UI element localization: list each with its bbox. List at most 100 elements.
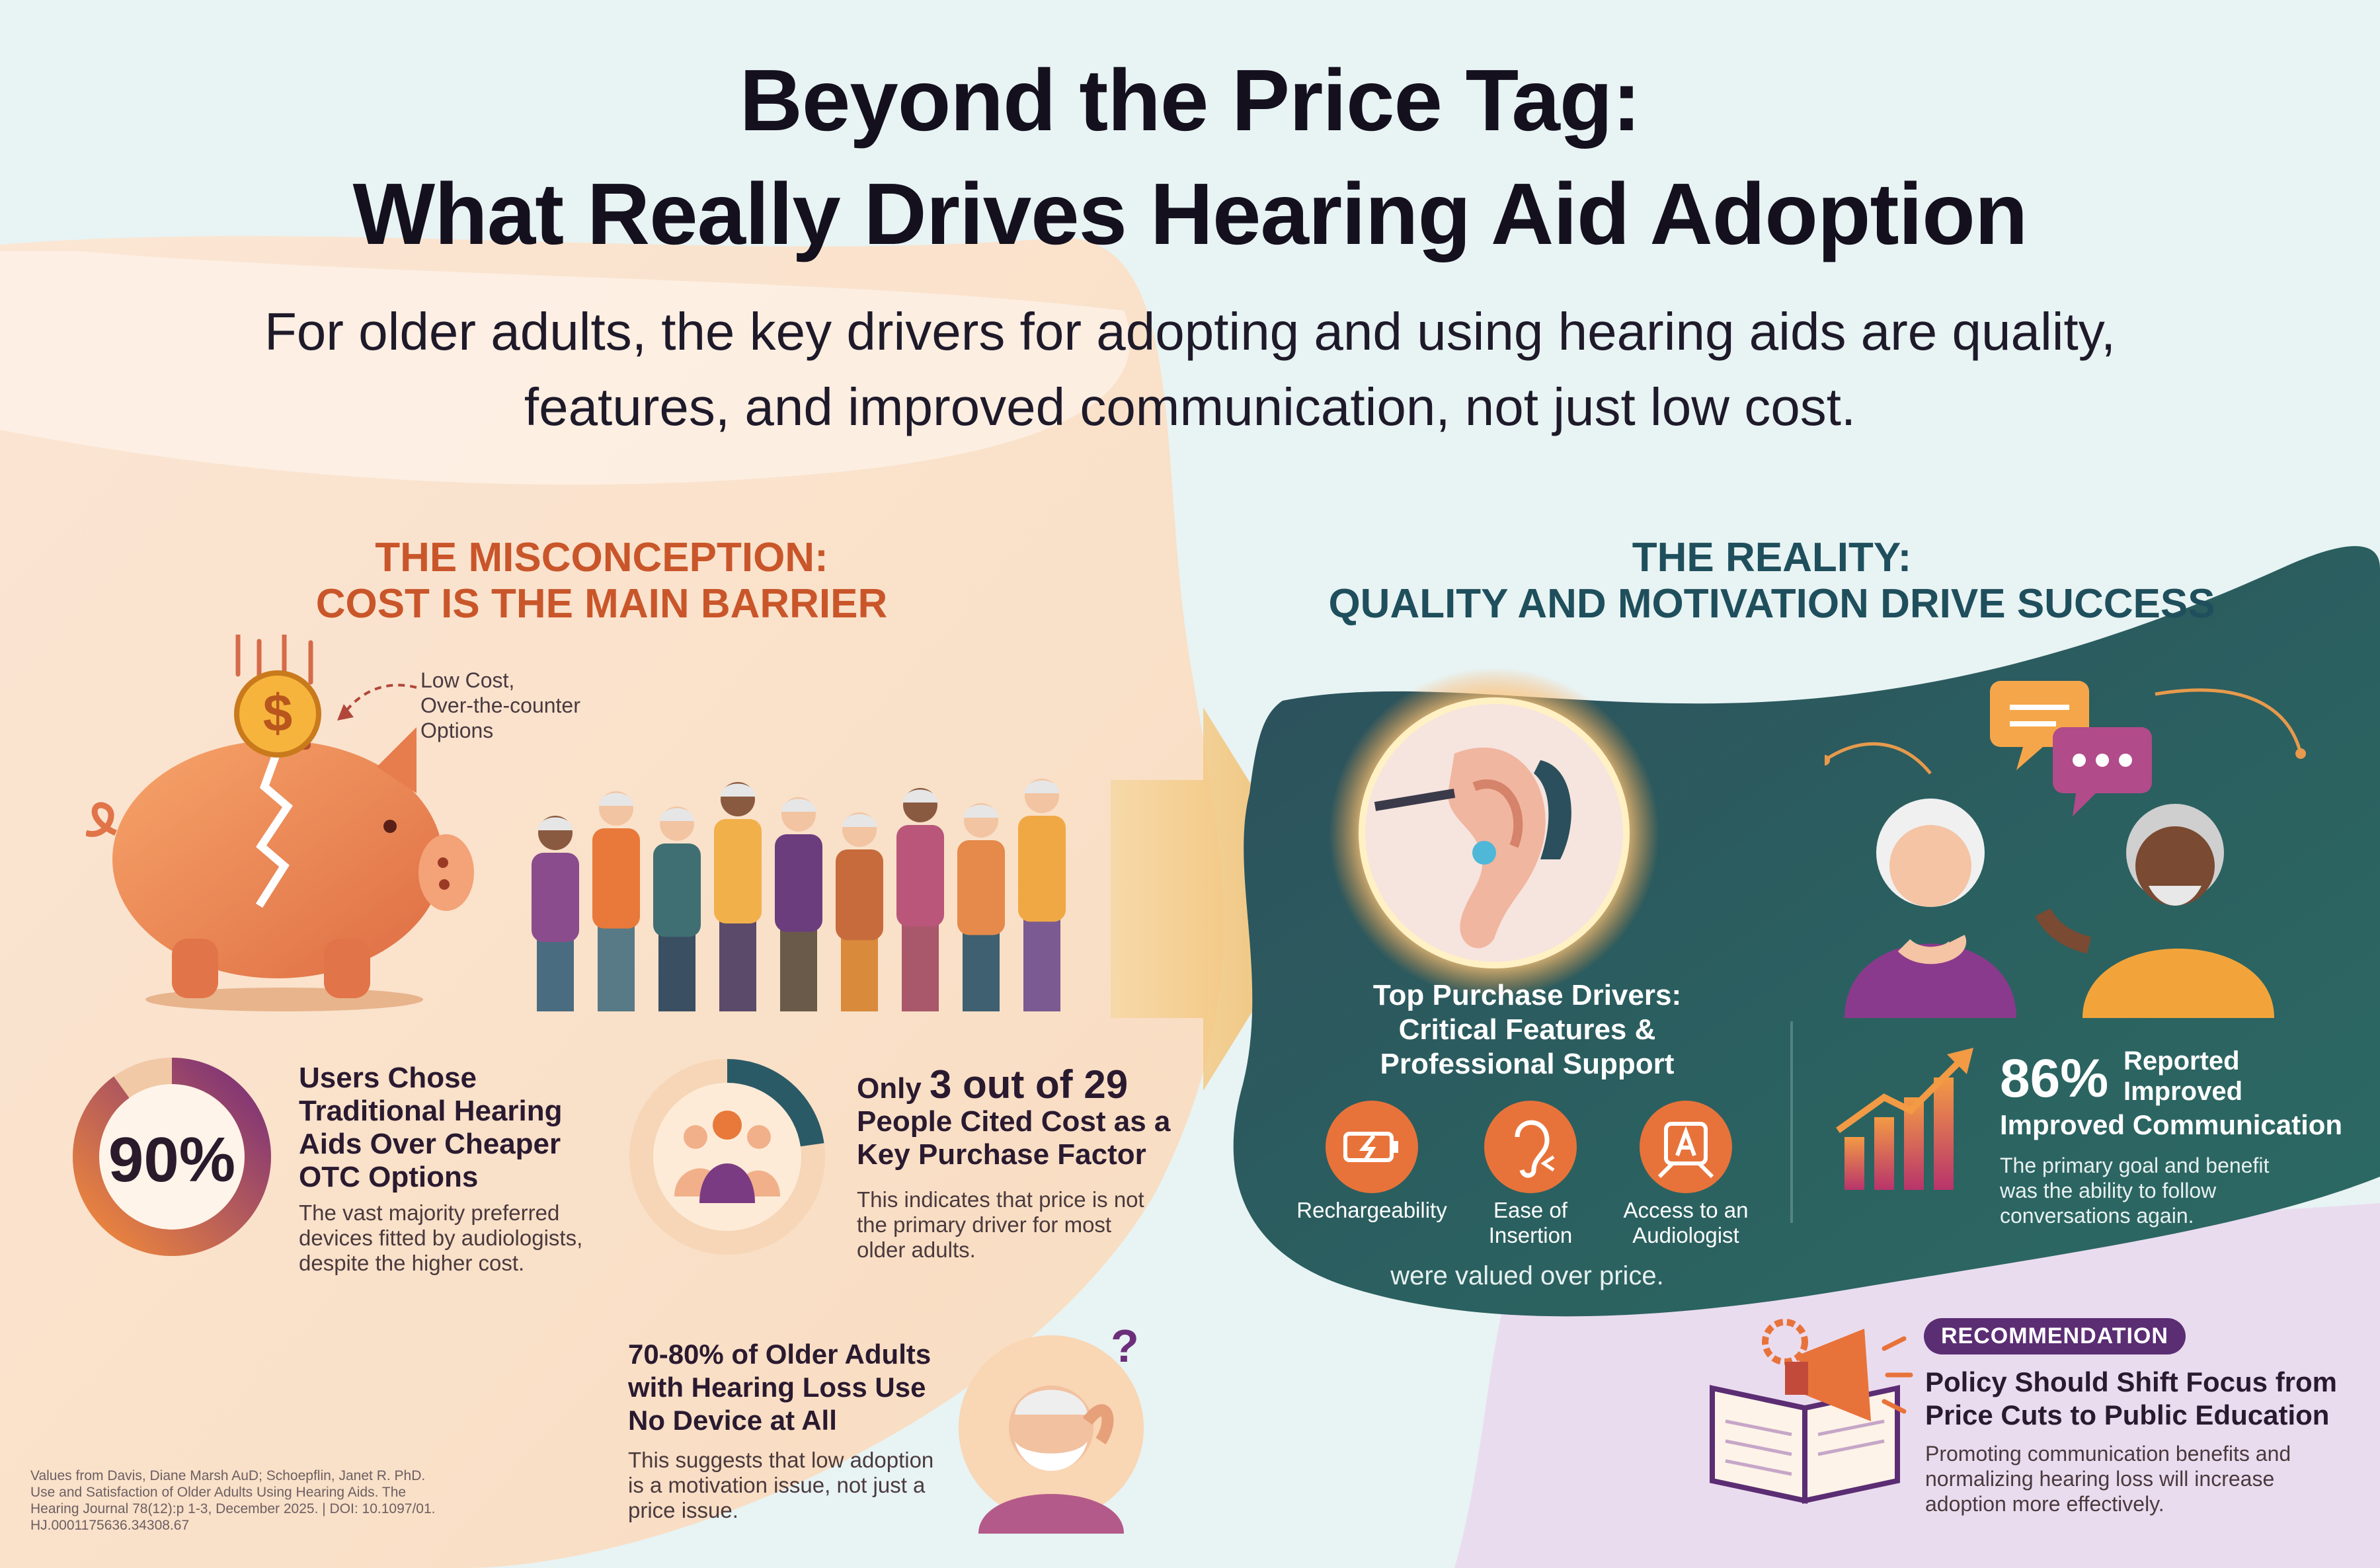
older-adult-figure <box>896 788 944 1011</box>
stat-90-heading-line-4: OTC Options <box>299 1161 479 1193</box>
question-mark-icon: ? <box>1111 1320 1139 1372</box>
hearing-aid-ear-illustration <box>1329 668 1659 998</box>
older-adult-figure <box>592 791 640 1011</box>
recommendation-description: Promoting communication benefits and nor… <box>1925 1441 2361 1516</box>
audiologist-icon <box>1640 1101 1732 1193</box>
confused-older-man-illustration: ? <box>959 1320 1144 1534</box>
stat-3of29-value: 3 out of 29 <box>930 1062 1129 1107</box>
driver-label-2-line-2: Insertion <box>1488 1223 1573 1247</box>
older-adults-group-illustration <box>532 779 1066 1011</box>
stat-no-device-heading-line-2: with Hearing Loss Use <box>628 1372 926 1403</box>
recommendation-heading-line-1: Policy Should Shift Focus from <box>1925 1366 2338 1397</box>
stat-no-device-desc-line-2: is a motivation issue, not just a <box>628 1473 926 1497</box>
dashed-pointer-arrow <box>337 684 417 721</box>
stat-3of29-heading-line-1: Only 3 out of 29 <box>857 1065 1227 1105</box>
couple-conversation-illustration <box>1825 681 2306 1018</box>
stat-86-desc-line-1: The primary goal and benefit <box>2000 1154 2270 1177</box>
stat-86-label-line-1: Reported <box>2123 1046 2240 1076</box>
drivers-footer: were valued over price. <box>1390 1261 1664 1290</box>
stat-no-device-desc-line-1: This suggests that low adoption <box>628 1448 934 1472</box>
recommendation-desc-line-3: adoption more effectively. <box>1925 1492 2164 1516</box>
driver-label-3-line-1: Access to an <box>1623 1198 1749 1222</box>
ninety-percent-ring <box>73 1058 271 1256</box>
driver-label-audiologist: Access to an Audiologist <box>1590 1198 1782 1248</box>
annotation-line-3: Options <box>420 719 494 742</box>
drivers-title: Top Purchase Drivers: Critical Features … <box>1316 978 1739 1081</box>
recommendation-desc-line-2: normalizing hearing loss will increase <box>1925 1467 2275 1491</box>
stat-no-device-heading: 70-80% of Older Adults with Hearing Loss… <box>628 1338 998 1437</box>
stat-no-device-desc-line-3: price issue. <box>628 1498 738 1522</box>
driver-label-rechargeability: Rechargeability <box>1276 1198 1468 1223</box>
stat-90-value: 90% <box>108 1124 236 1195</box>
recommendation-desc-line-1: Promoting communication benefits and <box>1925 1442 2291 1466</box>
battery-charging-icon <box>1326 1101 1418 1193</box>
source-line-4: HJ.0001175636.34308.67 <box>30 1518 190 1533</box>
driver-label-1-line-1: Rechargeability <box>1296 1198 1447 1222</box>
stat-86-label: Reported Improved <box>2123 1046 2242 1107</box>
subtitle-line-1: For older adults, the key drivers for ad… <box>264 302 2116 361</box>
stat-3of29-description: This indicates that price is not the pri… <box>857 1187 1201 1263</box>
stat-86-desc-line-3: conversations again. <box>2000 1204 2194 1228</box>
subtitle-line-2: features, and improved communication, no… <box>524 377 1856 436</box>
three-of-29-ring <box>629 1059 825 1255</box>
stat-3of29-heading-line-3: Key Purchase Factor <box>857 1138 1146 1171</box>
stat-3of29-desc-line-3: older adults. <box>857 1237 976 1262</box>
stat-90-heading-line-1: Users Chose <box>299 1062 477 1094</box>
piggy-bank-icon: $ <box>86 635 474 1011</box>
older-adult-figure <box>532 816 579 1011</box>
stat-90-heading-line-2: Traditional Hearing <box>299 1095 563 1127</box>
driver-label-ease-of-insertion: Ease of Insertion <box>1435 1198 1626 1248</box>
stat-86-desc-line-2: was the ability to follow <box>2000 1179 2217 1202</box>
source-line-1: Values from Davis, Diane Marsh AuD; Scho… <box>30 1468 426 1483</box>
low-cost-annotation: Low Cost, Over-the-counter Options <box>420 668 592 743</box>
people-group-icon <box>674 1111 780 1203</box>
stat-3of29-desc-line-1: This indicates that price is not <box>857 1187 1144 1212</box>
misconception-heading-2: COST IS THE MAIN BARRIER <box>315 581 888 627</box>
older-adult-figure <box>714 782 762 1011</box>
stat-no-device-heading-line-1: 70-80% of Older Adults <box>628 1339 932 1370</box>
ear-icon <box>1484 1101 1577 1193</box>
recommendation-heading-line-2: Price Cuts to Public Education <box>1925 1399 2330 1431</box>
stat-90-desc-line-1: The vast majority preferred <box>299 1200 560 1225</box>
recommendation-badge: RECOMMENDATION <box>1924 1318 2186 1354</box>
source-citation: Values from Davis, Diane Marsh AuD; Scho… <box>30 1468 559 1534</box>
stat-86-description: The primary goal and benefit was the abi… <box>2000 1153 2344 1228</box>
stat-no-device-heading-line-3: No Device at All <box>628 1405 837 1436</box>
driver-label-2-line-1: Ease of <box>1493 1198 1567 1222</box>
annotation-line-2: Over-the-counter <box>420 693 580 717</box>
reality-heading-2: QUALITY AND MOTIVATION DRIVE SUCCESS <box>1328 581 2215 627</box>
driver-label-3-line-2: Audiologist <box>1632 1223 1739 1247</box>
stat-86-label-line-2: Improved <box>2123 1077 2243 1106</box>
sound-wave-icon <box>1671 754 1856 872</box>
title-line-2: What Really Drives Hearing Aid Adoption <box>352 165 2028 262</box>
annotation-line-1: Low Cost, <box>420 668 515 692</box>
stat-90-heading-line-3: Aids Over Cheaper <box>299 1128 561 1160</box>
older-adult-figure <box>775 797 822 1011</box>
stat-86-heading: Improved Communication <box>2000 1109 2343 1140</box>
source-line-2: Use and Satisfaction of Older Adults Usi… <box>30 1485 407 1500</box>
reality-heading-1: THE REALITY: <box>1632 535 1912 580</box>
stat-90-heading: Users Chose Traditional Hearing Aids Ove… <box>299 1062 643 1194</box>
book-megaphone-icon <box>1710 1319 1913 1504</box>
stat-90-description: The vast majority preferred devices fitt… <box>299 1200 616 1276</box>
stat-90-desc-line-2: devices fitted by audiologists, <box>299 1226 583 1250</box>
stat-no-device-description: This suggests that low adoption is a mot… <box>628 1448 972 1523</box>
stat-90-desc-line-3: despite the higher cost. <box>299 1251 525 1275</box>
drivers-title-line-2: Critical Features & <box>1398 1013 1656 1046</box>
recommendation-heading: Policy Should Shift Focus from Price Cut… <box>1925 1366 2361 1432</box>
drivers-title-line-1: Top Purchase Drivers: <box>1372 979 1682 1011</box>
older-adult-figure <box>1018 779 1066 1011</box>
stat-3of29-desc-line-2: the primary driver for most <box>857 1212 1112 1237</box>
source-line-3: Hearing Journal 78(12):p 1-3, December 2… <box>30 1501 436 1516</box>
coin-dollar-sign: $ <box>263 684 293 742</box>
speech-bubble-icon <box>1990 681 2089 770</box>
older-adult-figure <box>653 806 701 1011</box>
stat-86-value: 86% <box>2000 1048 2109 1109</box>
stat-3of29-heading-line-2: People Cited Cost as a <box>857 1105 1171 1138</box>
rising-bar-chart-icon <box>1836 1048 1973 1190</box>
title-line-1: Beyond the Price Tag: <box>739 52 1642 149</box>
misconception-heading-1: THE MISCONCEPTION: <box>375 535 828 580</box>
drivers-title-line-3: Professional Support <box>1380 1048 1675 1080</box>
older-adult-figure <box>836 812 883 1011</box>
stat-3of29-heading: Only 3 out of 29 People Cited Cost as a … <box>857 1065 1227 1171</box>
